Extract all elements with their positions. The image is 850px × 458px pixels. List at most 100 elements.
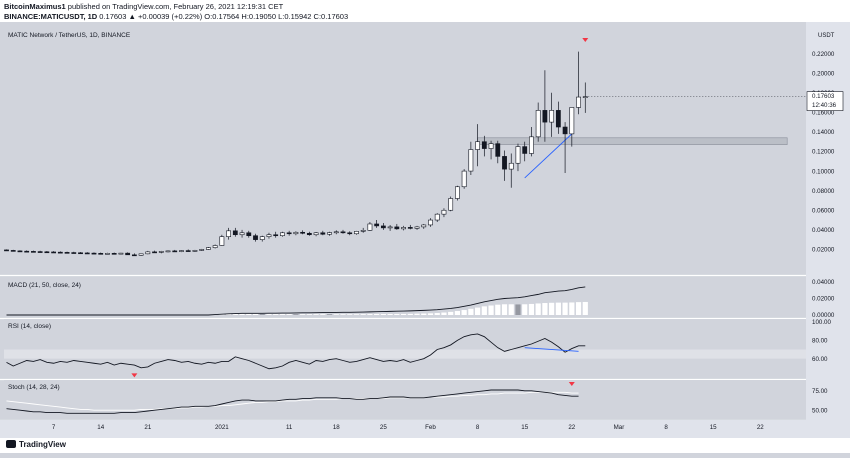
macd-histogram-bar xyxy=(273,314,279,315)
macd-histogram-bar xyxy=(374,314,380,315)
candle-down xyxy=(31,251,36,253)
macd-histogram-bar xyxy=(468,308,474,315)
candle-up xyxy=(569,107,575,135)
candle-up xyxy=(145,251,151,255)
candle-up xyxy=(455,186,460,199)
macd-histogram-bar xyxy=(387,314,393,315)
price-tick-label: 0.22000 xyxy=(812,51,835,58)
main-chart-title: MATIC Network / TetherUS, 1D, BINANCE xyxy=(8,32,131,39)
candle-up xyxy=(259,236,265,240)
candle-up xyxy=(475,141,480,150)
candle-down xyxy=(24,250,30,253)
candle-up xyxy=(387,226,393,229)
symbol-label: BINANCE:MATICUSDT, 1D xyxy=(4,12,98,21)
time-tick-label: 25 xyxy=(380,424,387,431)
macd-histogram-bar xyxy=(454,311,461,315)
tradingview-brand[interactable]: TradingView xyxy=(6,440,66,449)
countdown-label: 12:40:36 xyxy=(812,102,837,109)
macd-histogram-bar xyxy=(427,313,434,315)
candle-up xyxy=(219,236,225,246)
candle-down xyxy=(253,235,258,240)
time-tick-label: 21 xyxy=(144,424,151,431)
candle-up xyxy=(266,234,272,237)
candle-up xyxy=(576,96,581,108)
ascending-trendline xyxy=(524,133,573,179)
candle-down xyxy=(407,227,413,229)
pane-background-1 xyxy=(4,278,806,318)
time-tick-label: 8 xyxy=(476,424,480,431)
macd-histogram-bar xyxy=(293,314,299,315)
candle-down xyxy=(131,254,137,257)
symbol-line: BINANCE:MATICUSDT, 1D 0.17603 ▲ +0.00039… xyxy=(4,12,348,21)
price-tick-label: 0.02000 xyxy=(812,247,835,254)
candle-down xyxy=(394,226,400,230)
candle-up xyxy=(354,231,359,235)
candle-down xyxy=(64,252,70,254)
macd-histogram-bar xyxy=(219,314,225,316)
macd-histogram-bar xyxy=(252,314,259,315)
candle-down xyxy=(562,126,568,135)
pane-background-3 xyxy=(4,380,806,420)
price-tick-label: 0.04000 xyxy=(812,227,835,234)
last-price-tag xyxy=(806,91,844,111)
chart-area[interactable]: MATIC Network / TetherUS, 1D, BINANCE USD… xyxy=(0,22,850,453)
macd-histogram-bar xyxy=(340,314,346,315)
stoch-d-line xyxy=(6,391,579,411)
candle-up xyxy=(401,227,406,230)
time-tick-label: 22 xyxy=(757,424,764,431)
candle-down xyxy=(286,232,292,235)
candle-down xyxy=(57,251,63,254)
candle-up xyxy=(226,230,231,237)
macd-histogram-bar xyxy=(279,314,286,315)
candle-down xyxy=(111,253,117,255)
sell-signal-marker xyxy=(582,38,589,42)
candle-up xyxy=(206,247,211,250)
brand-label: TradingView xyxy=(19,440,66,449)
macd-tick-label: 0.02000 xyxy=(812,296,835,303)
macd-histogram-bar xyxy=(246,314,252,315)
macd-title: MACD (21, 50, close, 24) xyxy=(8,282,81,289)
candle-down xyxy=(125,252,131,256)
chart-svg[interactable]: MATIC Network / TetherUS, 1D, BINANCE USD… xyxy=(0,22,850,453)
macd-histogram-bar xyxy=(380,314,386,315)
candle-up xyxy=(448,198,454,211)
time-tick-label: 15 xyxy=(521,424,528,431)
macd-histogram-bar xyxy=(475,307,481,315)
macd-histogram-bar xyxy=(434,313,440,315)
candle-up xyxy=(313,232,319,236)
macd-histogram-bar xyxy=(542,303,548,315)
macd-histogram-bar xyxy=(400,313,407,315)
macd-tick-label: 0.04000 xyxy=(812,279,835,286)
price-tick-label: 0.14000 xyxy=(812,129,835,136)
candle-down xyxy=(542,110,548,123)
candle-up xyxy=(105,253,110,255)
candle-up xyxy=(367,223,373,231)
candle-up xyxy=(515,146,521,164)
candle-up xyxy=(549,110,555,123)
candle-down xyxy=(300,231,306,234)
chart-header: BitcoinMaximus1 published on TradingView… xyxy=(0,0,850,22)
candle-up xyxy=(535,110,541,138)
stoch-title: Stoch (14, 28, 24) xyxy=(8,384,60,391)
candle-up xyxy=(468,149,474,172)
candle-down xyxy=(78,252,83,255)
macd-histogram-bar xyxy=(421,313,427,315)
macd-histogram-bar xyxy=(286,314,292,315)
time-tick-label: 7 xyxy=(52,424,56,431)
macd-tick-label: 0.00000 xyxy=(812,312,835,319)
currency-label: USDT xyxy=(818,33,835,39)
candle-down xyxy=(172,250,178,253)
macd-histogram-bar xyxy=(535,303,541,315)
author-name[interactable]: BitcoinMaximus1 xyxy=(4,2,66,11)
rsi-line xyxy=(6,333,586,370)
time-tick-label: 11 xyxy=(286,424,293,431)
macd-histogram-bar xyxy=(461,310,467,315)
footer: TradingView xyxy=(0,438,850,453)
candle-down xyxy=(374,223,380,227)
candle-down xyxy=(340,231,346,234)
macd-histogram-bar xyxy=(528,303,535,315)
candle-up xyxy=(360,230,366,232)
macd-histogram-bar xyxy=(239,314,245,315)
candle-down xyxy=(44,251,50,254)
macd-histogram-bar xyxy=(353,314,360,315)
